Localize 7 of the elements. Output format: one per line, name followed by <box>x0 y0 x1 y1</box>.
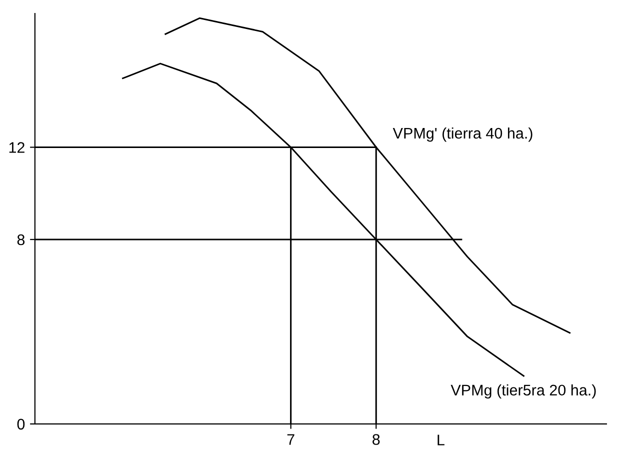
y-tick-label: 0 <box>17 418 25 430</box>
y-tick-label: 8 <box>17 234 25 246</box>
series-label: VPMg' (tierra 40 ha.) <box>392 127 532 142</box>
series-label: VPMg (tier5ra 20 ha.) <box>450 384 596 399</box>
y-tick-label: 12 <box>9 142 24 153</box>
x-axis-title: L <box>438 434 444 446</box>
x-tick-label: 7 <box>287 434 294 445</box>
